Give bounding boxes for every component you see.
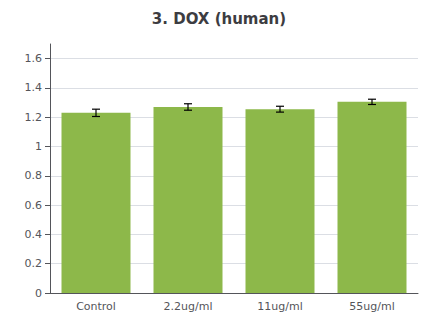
svg-text:1.6: 1.6 (25, 52, 43, 65)
svg-text:0: 0 (35, 287, 42, 300)
svg-text:55ug/ml: 55ug/ml (349, 300, 394, 313)
svg-text:11ug/ml: 11ug/ml (257, 300, 302, 313)
svg-text:2.2ug/ml: 2.2ug/ml (164, 300, 213, 313)
svg-text:0.6: 0.6 (25, 199, 43, 212)
svg-text:1.4: 1.4 (25, 81, 43, 94)
svg-text:0.8: 0.8 (25, 169, 43, 182)
svg-text:Control: Control (76, 300, 116, 313)
svg-text:1.2: 1.2 (25, 111, 43, 124)
svg-text:1: 1 (35, 140, 42, 153)
svg-text:3. DOX (human): 3. DOX (human) (152, 10, 286, 28)
svg-text:0.4: 0.4 (25, 228, 43, 241)
svg-text:0.2: 0.2 (25, 257, 43, 270)
